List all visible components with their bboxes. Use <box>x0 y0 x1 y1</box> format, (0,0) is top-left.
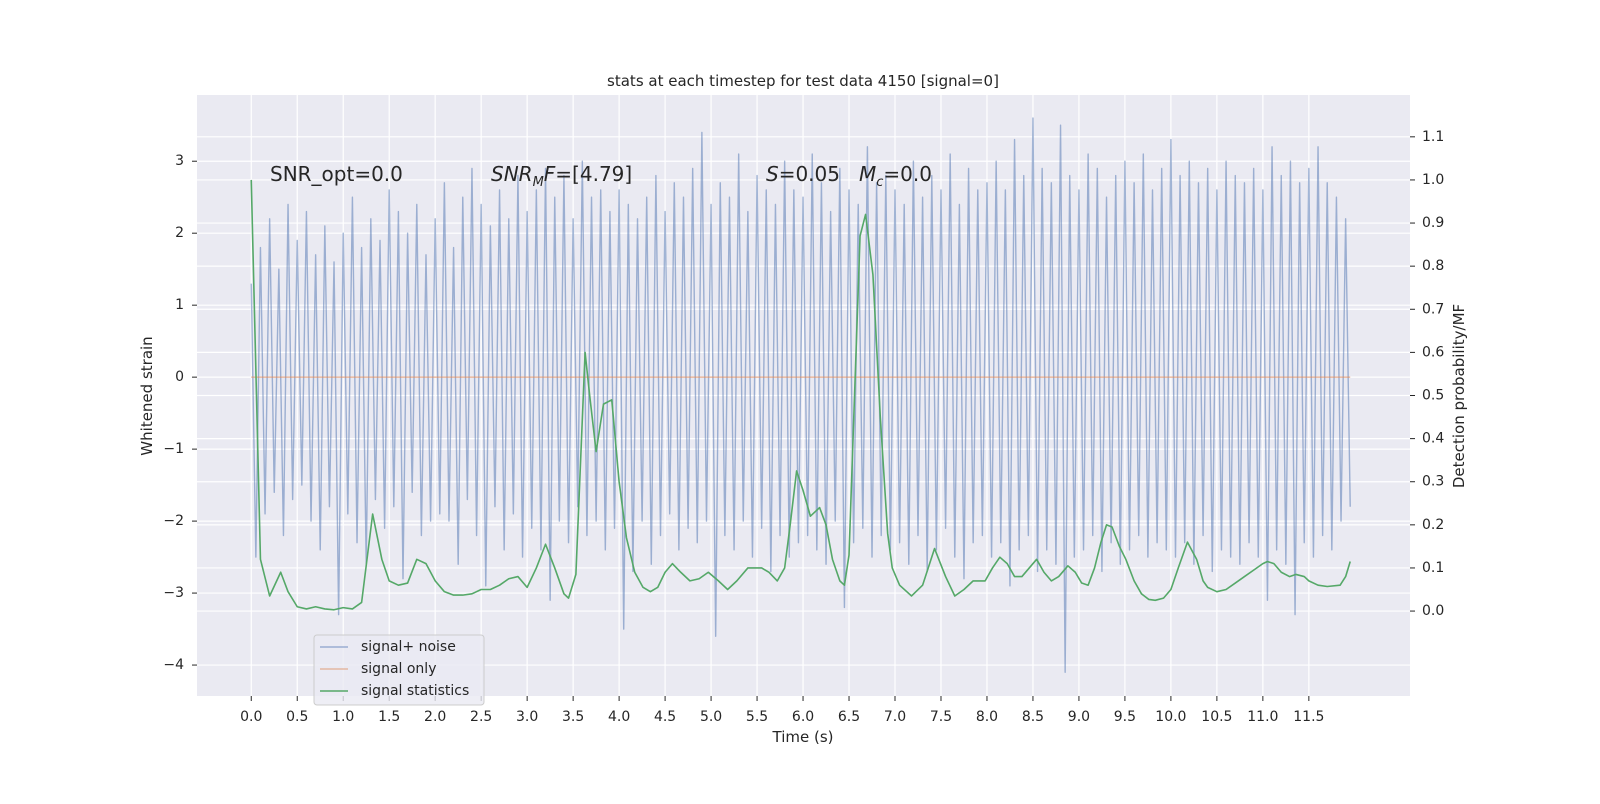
annotation-part: =[4.79] <box>555 162 632 186</box>
y-tick-label: −1 <box>163 441 184 457</box>
y-tick-label: −2 <box>163 513 184 529</box>
annotation-part: c <box>876 175 883 190</box>
x-tick-label: 1.5 <box>378 709 400 725</box>
y-tick-label: 2 <box>175 225 184 241</box>
y2-tick-label: 0.5 <box>1422 388 1444 404</box>
axes: 0.0 0.5 1.0 1.5 2.0 2.5 3.0 3.5 4.0 4.5 5.0 5.5 6.0 6… <box>163 129 1444 725</box>
x-tick-label: 5.5 <box>746 709 768 725</box>
x-tick-label: 7.0 <box>884 709 906 725</box>
annotation-part: M <box>533 175 544 190</box>
y-tick-label: −3 <box>163 585 184 601</box>
x-tick-label: 8.5 <box>1022 709 1044 725</box>
y2-tick-label: 0.2 <box>1422 517 1444 533</box>
y2-tick-label: 0.0 <box>1422 603 1444 619</box>
annotation-part: SNR <box>491 162 533 186</box>
x-tick-label: 2.0 <box>424 709 446 725</box>
x-tick-label: 0.5 <box>286 709 308 725</box>
annotation-part: M <box>859 162 876 186</box>
x-tick-label: 2.5 <box>470 709 492 725</box>
legend: signal+ noise signal only signal statistic… <box>313 634 485 706</box>
annotation: SNR_opt=0.0 <box>270 162 403 186</box>
annotation-part: =0.0 <box>883 162 932 186</box>
y2-tick-label: 0.9 <box>1422 215 1444 231</box>
marks <box>250 117 1351 673</box>
x-tick-label: 4.0 <box>608 709 630 725</box>
y-tick-label: −4 <box>163 657 184 673</box>
x-tick-label: 5.0 <box>700 709 722 725</box>
x-tick-label: 11.5 <box>1293 709 1324 725</box>
y2-tick-label: 1.0 <box>1422 172 1444 188</box>
annotation: S=0.05 <box>766 162 840 186</box>
annotation: Mc=0.0 <box>859 162 932 190</box>
x-tick-label: 4.5 <box>654 709 676 725</box>
series-line <box>250 117 1351 673</box>
x-tick-label: 10.0 <box>1155 709 1186 725</box>
x-tick-label: 8.0 <box>976 709 998 725</box>
y2-tick-label: 0.4 <box>1422 431 1444 447</box>
x-tick-label: 3.0 <box>516 709 538 725</box>
y-tick-label: 3 <box>175 153 184 169</box>
x-tick-label: 9.5 <box>1114 709 1136 725</box>
x-tick-label: 11.0 <box>1247 709 1278 725</box>
x-tick-label: 0.0 <box>240 709 262 725</box>
y-axis-label: Whitened strain <box>138 336 156 455</box>
y-tick-label: 0 <box>175 369 184 385</box>
y2-tick-label: 0.7 <box>1422 301 1444 317</box>
series-line <box>250 179 1351 611</box>
chart-title: stats at each timestep for test data 415… <box>607 72 999 90</box>
x-tick-label: 1.0 <box>332 709 354 725</box>
x-axis-label: Time (s) <box>772 728 834 746</box>
annotation: SNRMF=[4.79] <box>491 162 632 190</box>
legend-label: signal+ noise <box>361 639 456 655</box>
x-tick-label: 7.5 <box>930 709 952 725</box>
annotation-part: F <box>544 162 556 186</box>
annotation-part: S <box>766 162 779 186</box>
y2-tick-label: 0.6 <box>1422 344 1444 360</box>
x-tick-label: 6.0 <box>792 709 814 725</box>
x-tick-label: 3.5 <box>562 709 584 725</box>
legend-label: signal only <box>361 661 436 677</box>
y2-tick-label: 0.8 <box>1422 258 1444 274</box>
legend-box <box>313 634 485 706</box>
legend-label: signal statistics <box>361 683 469 699</box>
y2-tick-label: 1.1 <box>1422 129 1444 145</box>
x-tick-label: 9.0 <box>1068 709 1090 725</box>
annotation-part: =0.05 <box>779 162 840 186</box>
annotations: SNR_opt=0.0 SNRMF=[4.79] S=0.05 Mc=0.0 <box>270 162 932 190</box>
x-tick-label: 6.5 <box>838 709 860 725</box>
y2-tick-label: 0.1 <box>1422 560 1444 576</box>
y2-axis-label: Detection probability/MF <box>1450 304 1468 488</box>
annotation-part: SNR_opt=0.0 <box>270 162 403 186</box>
y-tick-label: 1 <box>175 297 184 313</box>
x-tick-label: 10.5 <box>1201 709 1232 725</box>
y2-tick-label: 0.3 <box>1422 474 1444 490</box>
